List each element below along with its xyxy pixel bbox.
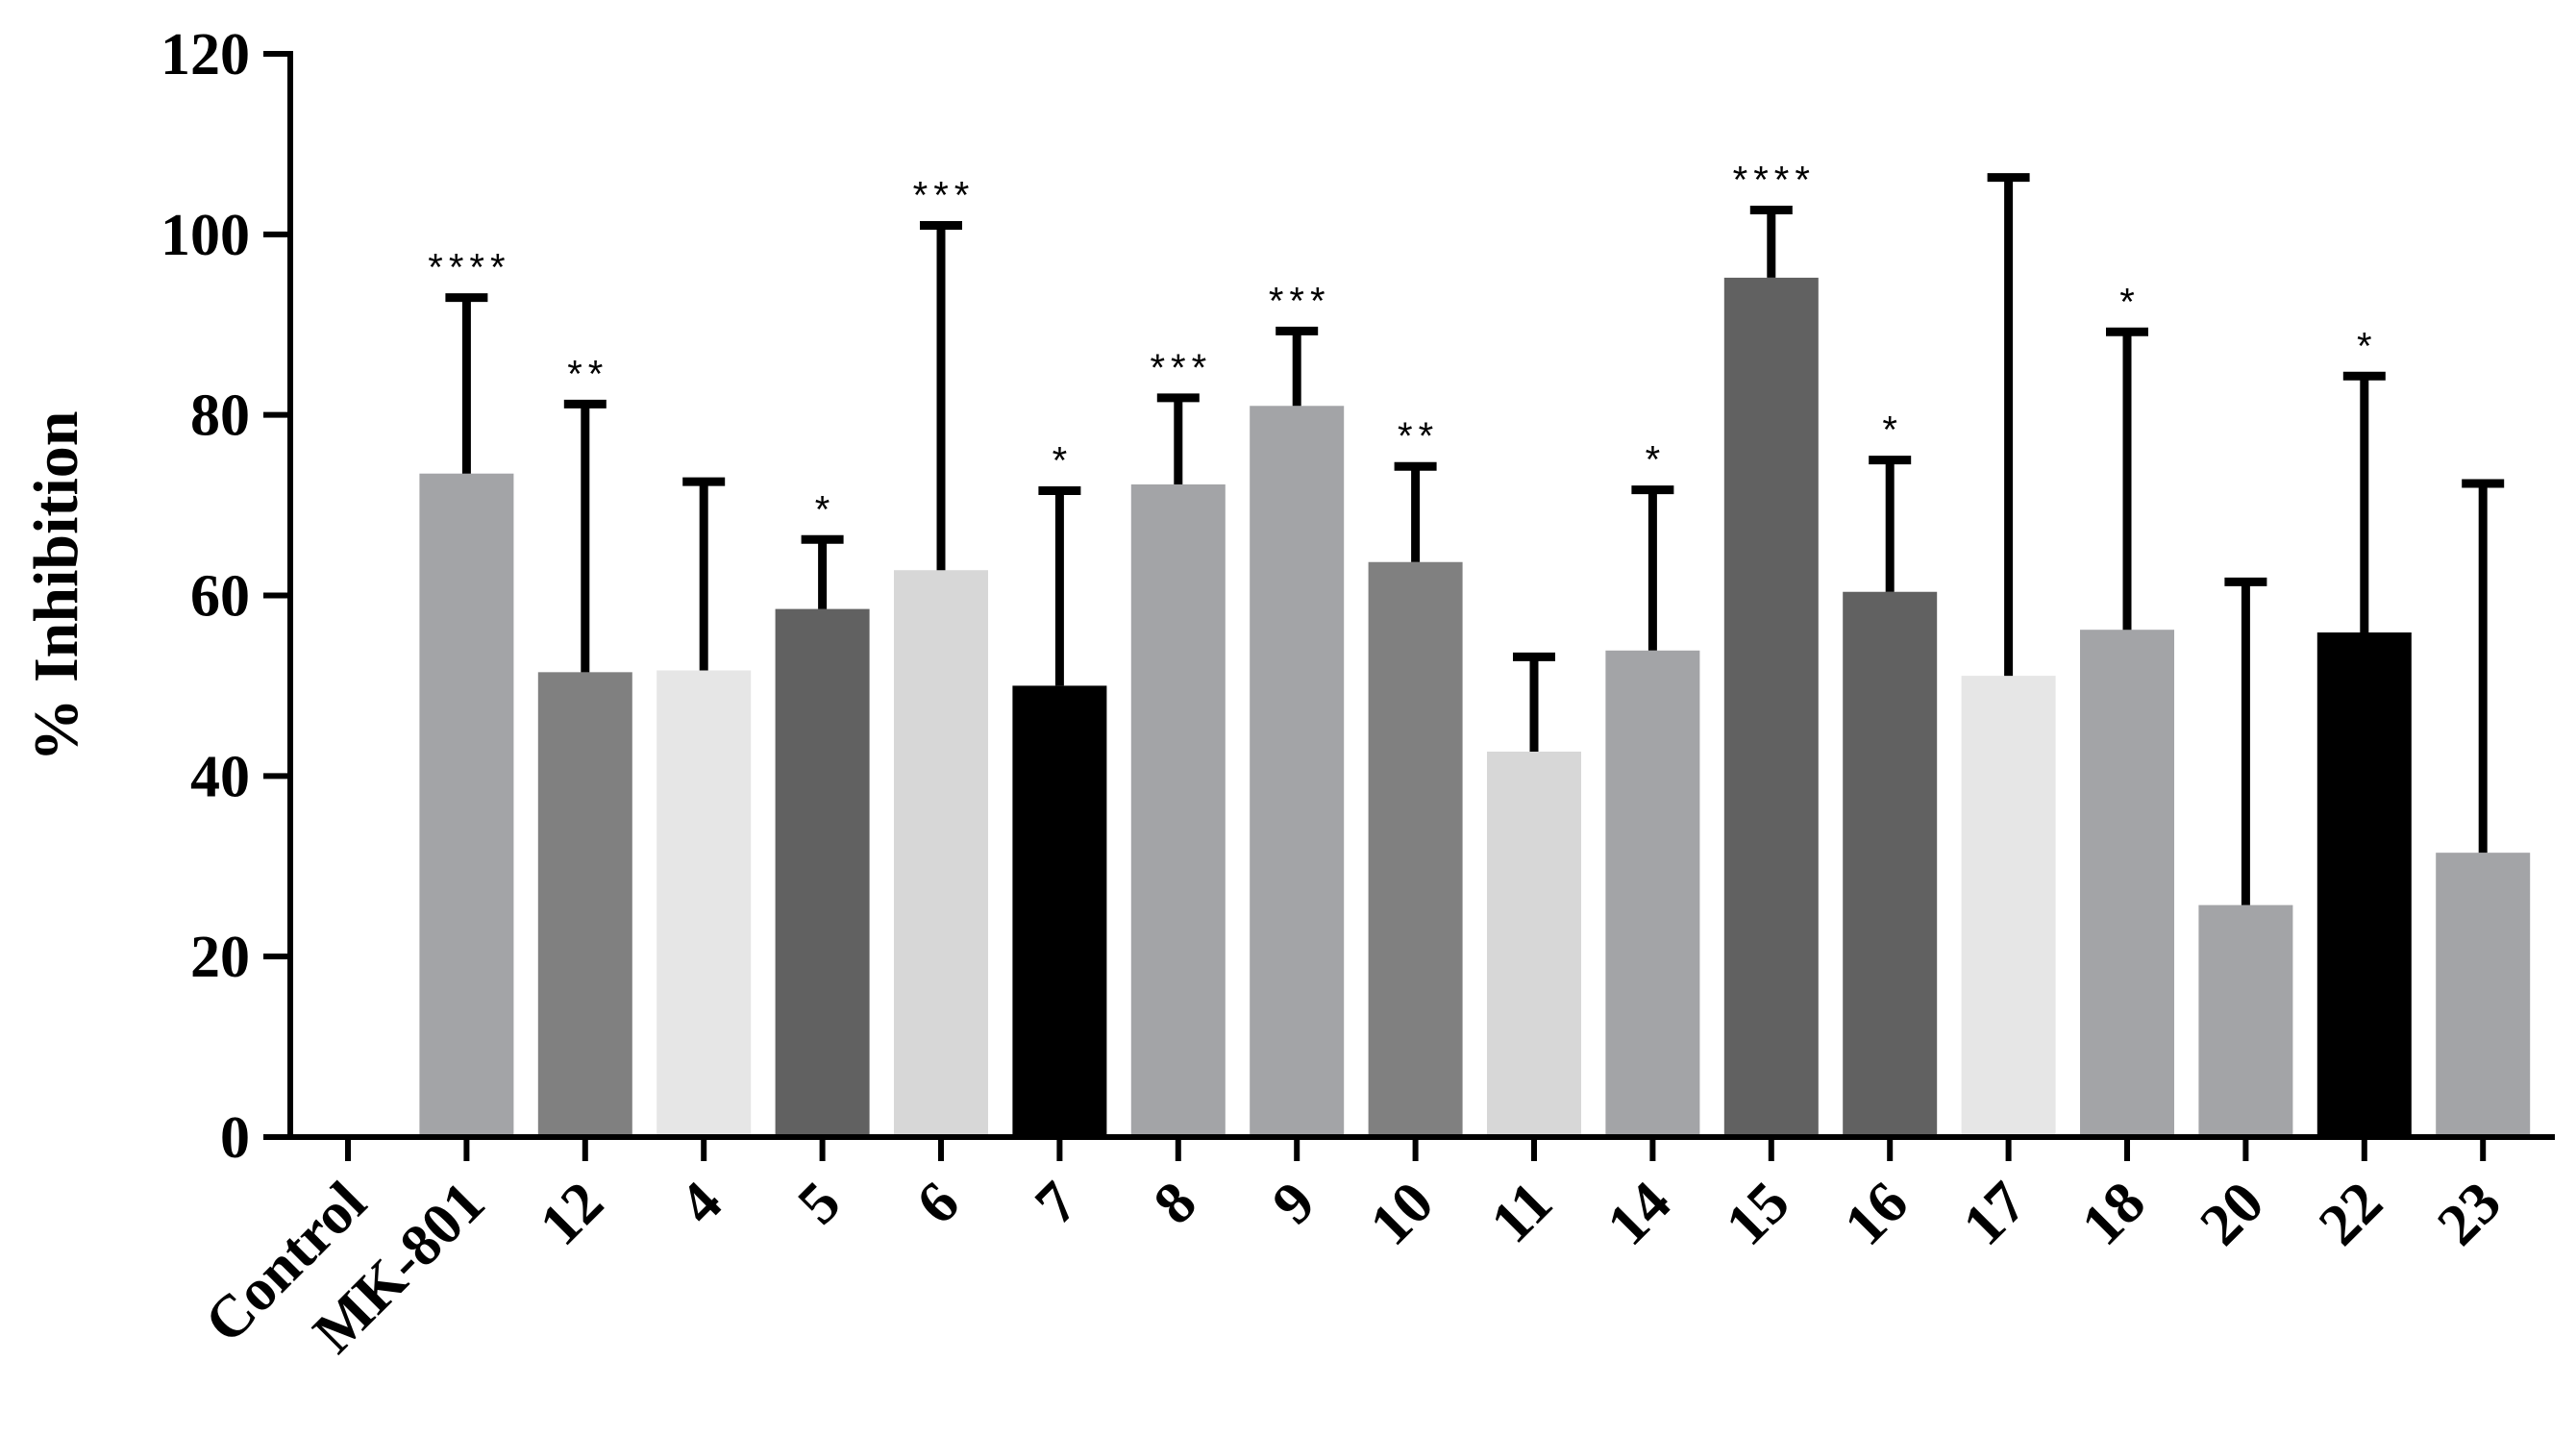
significance-8: *** [1150,347,1212,389]
bar-11 [1487,751,1581,1137]
bar-7 [1012,685,1107,1137]
x-tick-label-12: 12 [528,1170,616,1258]
significance-5: * [815,488,836,531]
y-axis-title: % Inhibition [21,411,91,762]
y-tick-label-120: 120 [161,22,250,87]
bar-MK-801 [419,473,514,1137]
x-tick-label-23: 23 [2425,1170,2514,1258]
x-tick-label-18: 18 [2069,1170,2158,1258]
significance-layer: *************************** [428,159,2378,531]
significance-15: **** [1733,159,1816,201]
bar-12 [537,672,632,1137]
significance-22: * [2357,325,2378,367]
bar-14 [1605,650,1700,1137]
significance-7: * [1053,440,1074,483]
bar-9 [1250,406,1345,1137]
bar-4 [656,670,752,1137]
y-tick-label-60: 60 [190,564,250,630]
y-tick-label-0: 0 [220,1105,250,1171]
bar-5 [775,608,870,1137]
bar-23 [2436,853,2531,1137]
x-tick-label-17: 17 [1951,1170,2040,1258]
y-tick-label-20: 20 [190,925,250,990]
x-tick-label-22: 22 [2307,1170,2395,1258]
bar-20 [2198,904,2293,1137]
significance-9: *** [1269,280,1331,322]
x-tick-label-8: 8 [1142,1170,1209,1237]
error-bars-layer [445,173,2505,905]
x-tick-label-16: 16 [1832,1170,1920,1258]
significance-MK-801: **** [428,247,510,289]
bars-layer [419,277,2531,1137]
y-tick-label-100: 100 [161,203,250,268]
significance-6: *** [913,174,976,216]
significance-16: * [1882,409,1903,452]
bar-22 [2316,632,2412,1137]
bar-15 [1723,277,1819,1137]
x-tick-label-5: 5 [785,1170,853,1237]
x-tick-label-11: 11 [1478,1170,1565,1256]
bar-10 [1368,561,1463,1137]
significance-10: ** [1398,415,1439,458]
bar-17 [1961,676,2056,1137]
x-tick-label-4: 4 [667,1170,734,1237]
x-tick-label-14: 14 [1595,1170,1683,1258]
x-tick-label-7: 7 [1023,1170,1090,1237]
x-tick-label-10: 10 [1358,1170,1447,1258]
x-tick-label-15: 15 [1714,1170,1802,1258]
bar-8 [1130,483,1226,1137]
x-tick-label-6: 6 [904,1170,972,1237]
significance-18: * [2119,281,2141,323]
bar-16 [1843,591,1938,1137]
bar-18 [2080,630,2174,1137]
bar-6 [894,570,988,1137]
significance-14: * [1646,439,1667,482]
y-tick-label-40: 40 [190,744,250,809]
y-tick-label-80: 80 [190,384,250,449]
significance-12: ** [567,353,608,395]
x-tick-label-9: 9 [1260,1170,1327,1237]
x-tick-label-20: 20 [2188,1170,2276,1258]
